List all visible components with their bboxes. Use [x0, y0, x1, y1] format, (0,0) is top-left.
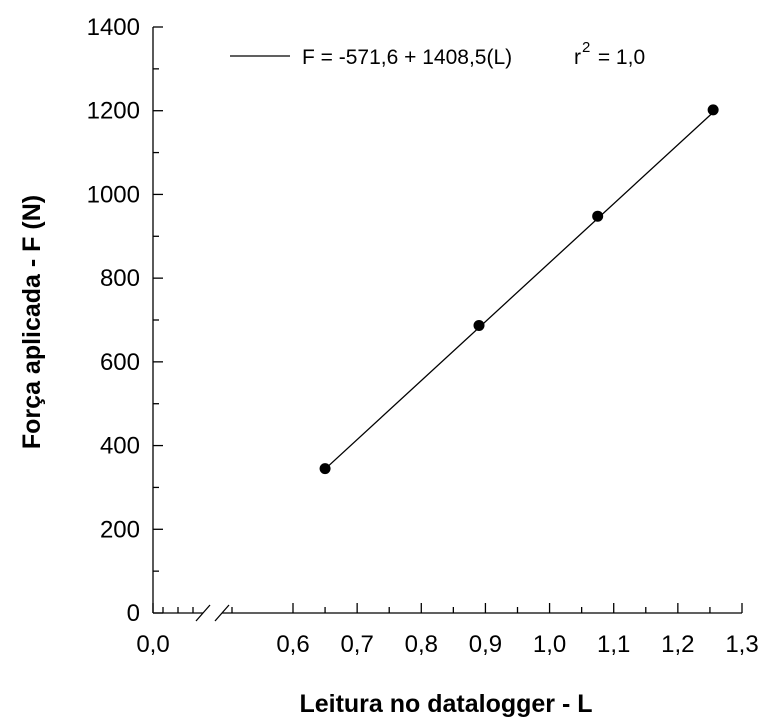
legend: F = -571,6 + 1408,5(L) r 2 = 1,0	[230, 39, 645, 69]
ticks: 0 200 400 600 800 1000 1200 1400 0,0 0,6 0,7 0,8 0,9…	[87, 14, 759, 658]
y-tick-label: 800	[100, 265, 140, 292]
data-point	[473, 319, 485, 331]
axis-break-mark-2	[214, 604, 230, 622]
x-axis-title: Leitura no datalogger - L	[299, 690, 592, 718]
x-tick-label: 0,0	[136, 631, 169, 658]
x-tick-label: 1,1	[597, 631, 630, 658]
x-tick-label: 0,8	[405, 631, 438, 658]
y-tick-label: 400	[100, 433, 140, 460]
x-tick-label: 0,7	[340, 631, 373, 658]
y-tick-label: 1200	[87, 98, 140, 125]
data-point	[707, 104, 719, 116]
legend-r-superscript: 2	[582, 39, 590, 56]
data-points	[319, 104, 719, 475]
y-tick-label: 1000	[87, 181, 140, 208]
fit-line	[324, 111, 714, 470]
axes	[152, 27, 742, 622]
x-tick-label: 0,6	[276, 631, 309, 658]
y-tick-label: 1400	[87, 14, 140, 41]
y-tick-label: 0	[127, 600, 140, 627]
x-tick-label: 1,0	[533, 631, 566, 658]
axis-break-mark-1	[195, 604, 211, 622]
x-tick-label: 1,3	[725, 631, 758, 658]
legend-r-value: = 1,0	[592, 46, 645, 69]
data-point	[319, 463, 331, 475]
data-point	[592, 210, 604, 222]
legend-equation: F = -571,6 + 1408,5(L)	[302, 46, 512, 69]
y-tick-label: 600	[100, 349, 140, 376]
x-tick-label: 0,9	[469, 631, 502, 658]
y-tick-label: 200	[100, 516, 140, 543]
y-axis-title: Força aplicada - F (N)	[18, 195, 46, 449]
x-tick-label: 1,2	[661, 631, 694, 658]
legend-r-label: r	[574, 46, 581, 69]
fit-line-group	[324, 111, 714, 470]
